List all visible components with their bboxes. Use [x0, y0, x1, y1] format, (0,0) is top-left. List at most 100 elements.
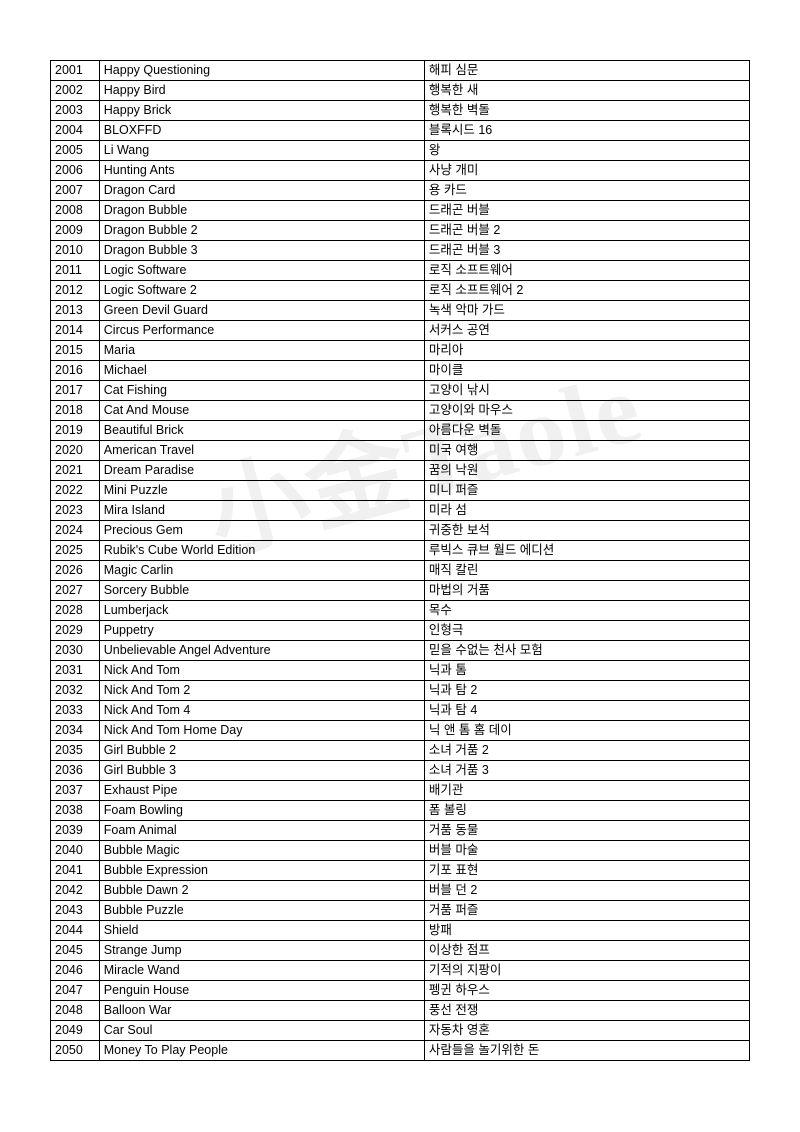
table-row: 2045Strange Jump이상한 점프 [51, 941, 750, 961]
cell-korean: 루빅스 큐브 월드 에디션 [424, 541, 749, 561]
cell-id: 2045 [51, 941, 100, 961]
cell-english: Dragon Bubble 3 [99, 241, 424, 261]
cell-english: Mira Island [99, 501, 424, 521]
table-row: 2020American Travel미국 여행 [51, 441, 750, 461]
cell-id: 2017 [51, 381, 100, 401]
cell-id: 2005 [51, 141, 100, 161]
cell-english: Car Soul [99, 1021, 424, 1041]
cell-korean: 거품 퍼즐 [424, 901, 749, 921]
cell-id: 2013 [51, 301, 100, 321]
cell-id: 2046 [51, 961, 100, 981]
table-row: 2037Exhaust Pipe배기관 [51, 781, 750, 801]
cell-english: Dragon Bubble 2 [99, 221, 424, 241]
cell-id: 2021 [51, 461, 100, 481]
table-row: 2031Nick And Tom닉과 톰 [51, 661, 750, 681]
table-row: 2025Rubik's Cube World Edition루빅스 큐브 월드 … [51, 541, 750, 561]
cell-korean: 미라 섬 [424, 501, 749, 521]
cell-id: 2016 [51, 361, 100, 381]
table-row: 2032Nick And Tom 2닉과 탐 2 [51, 681, 750, 701]
table-row: 2019Beautiful Brick아름다운 벽돌 [51, 421, 750, 441]
table-row: 2003Happy Brick행복한 벽돌 [51, 101, 750, 121]
table-row: 2012Logic Software 2로직 소프트웨어 2 [51, 281, 750, 301]
cell-id: 2011 [51, 261, 100, 281]
cell-korean: 꿈의 낙원 [424, 461, 749, 481]
table-row: 2029Puppetry인형극 [51, 621, 750, 641]
cell-korean: 고양이와 마우스 [424, 401, 749, 421]
cell-korean: 닉과 탐 2 [424, 681, 749, 701]
table-row: 2008Dragon Bubble드래곤 버블 [51, 201, 750, 221]
cell-id: 2050 [51, 1041, 100, 1061]
cell-id: 2026 [51, 561, 100, 581]
cell-id: 2015 [51, 341, 100, 361]
cell-id: 2048 [51, 1001, 100, 1021]
cell-id: 2024 [51, 521, 100, 541]
cell-id: 2006 [51, 161, 100, 181]
cell-english: Sorcery Bubble [99, 581, 424, 601]
table-row: 2016Michael마이클 [51, 361, 750, 381]
cell-id: 2035 [51, 741, 100, 761]
cell-id: 2018 [51, 401, 100, 421]
table-row: 2041Bubble Expression기포 표현 [51, 861, 750, 881]
cell-korean: 믿을 수없는 천사 모험 [424, 641, 749, 661]
cell-english: Hunting Ants [99, 161, 424, 181]
table-row: 2023Mira Island미라 섬 [51, 501, 750, 521]
cell-english: Happy Questioning [99, 61, 424, 81]
cell-english: Rubik's Cube World Edition [99, 541, 424, 561]
cell-id: 2040 [51, 841, 100, 861]
cell-korean: 사냥 개미 [424, 161, 749, 181]
cell-id: 2002 [51, 81, 100, 101]
cell-korean: 용 카드 [424, 181, 749, 201]
cell-english: Nick And Tom Home Day [99, 721, 424, 741]
cell-id: 2047 [51, 981, 100, 1001]
table-row: 2004BLOXFFD블록시드 16 [51, 121, 750, 141]
cell-korean: 녹색 악마 가드 [424, 301, 749, 321]
table-row: 2015Maria마리아 [51, 341, 750, 361]
cell-korean: 배기관 [424, 781, 749, 801]
cell-english: Cat And Mouse [99, 401, 424, 421]
games-table: 2001Happy Questioning해피 심문2002Happy Bird… [50, 60, 750, 1061]
cell-id: 2049 [51, 1021, 100, 1041]
cell-id: 2004 [51, 121, 100, 141]
cell-english: Strange Jump [99, 941, 424, 961]
cell-english: Dragon Bubble [99, 201, 424, 221]
table-row: 2049Car Soul자동차 영혼 [51, 1021, 750, 1041]
cell-id: 2001 [51, 61, 100, 81]
table-row: 2022Mini Puzzle미니 퍼즐 [51, 481, 750, 501]
cell-korean: 사람들을 놀기위한 돈 [424, 1041, 749, 1061]
cell-korean: 풍선 전쟁 [424, 1001, 749, 1021]
cell-english: Miracle Wand [99, 961, 424, 981]
cell-korean: 자동차 영혼 [424, 1021, 749, 1041]
cell-korean: 마리아 [424, 341, 749, 361]
table-body: 2001Happy Questioning해피 심문2002Happy Bird… [51, 61, 750, 1061]
cell-korean: 미니 퍼즐 [424, 481, 749, 501]
cell-korean: 인형극 [424, 621, 749, 641]
cell-english: Puppetry [99, 621, 424, 641]
cell-english: Girl Bubble 2 [99, 741, 424, 761]
cell-english: Nick And Tom [99, 661, 424, 681]
cell-korean: 해피 심문 [424, 61, 749, 81]
table-row: 2005Li Wang왕 [51, 141, 750, 161]
cell-korean: 서커스 공연 [424, 321, 749, 341]
table-row: 2046Miracle Wand기적의 지팡이 [51, 961, 750, 981]
cell-korean: 소녀 거품 3 [424, 761, 749, 781]
cell-korean: 버블 던 2 [424, 881, 749, 901]
cell-korean: 드래곤 버블 2 [424, 221, 749, 241]
cell-id: 2041 [51, 861, 100, 881]
table-row: 2033Nick And Tom 4닉과 탐 4 [51, 701, 750, 721]
cell-id: 2043 [51, 901, 100, 921]
cell-id: 2008 [51, 201, 100, 221]
cell-korean: 폼 볼링 [424, 801, 749, 821]
cell-id: 2020 [51, 441, 100, 461]
table-row: 2030Unbelievable Angel Adventure믿을 수없는 천… [51, 641, 750, 661]
table-row: 2044Shield방패 [51, 921, 750, 941]
cell-korean: 귀중한 보석 [424, 521, 749, 541]
cell-english: Foam Animal [99, 821, 424, 841]
table-row: 2017Cat Fishing고양이 낚시 [51, 381, 750, 401]
table-row: 2026Magic Carlin매직 칼린 [51, 561, 750, 581]
table-row: 2013Green Devil Guard녹색 악마 가드 [51, 301, 750, 321]
cell-korean: 드래곤 버블 3 [424, 241, 749, 261]
cell-korean: 닉 앤 톰 홈 데이 [424, 721, 749, 741]
cell-id: 2038 [51, 801, 100, 821]
cell-korean: 버블 마술 [424, 841, 749, 861]
cell-korean: 행복한 새 [424, 81, 749, 101]
